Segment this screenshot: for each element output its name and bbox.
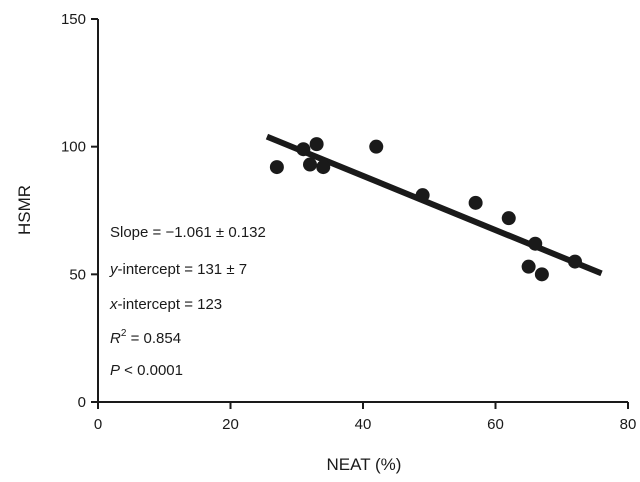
data-points bbox=[269, 137, 582, 282]
data-point bbox=[468, 195, 483, 210]
data-point bbox=[528, 236, 543, 251]
y-intercept-annotation: y-intercept = 131 ± 7 bbox=[109, 261, 247, 278]
y-tick-label: 0 bbox=[78, 394, 86, 411]
data-point bbox=[296, 142, 311, 157]
data-point bbox=[309, 137, 324, 152]
x-tick-label: 60 bbox=[487, 416, 504, 433]
data-point bbox=[303, 157, 317, 172]
r-squared-annotation: R2 = 0.854 bbox=[110, 328, 181, 347]
data-point bbox=[415, 188, 430, 203]
x-tick-label: 20 bbox=[222, 416, 239, 433]
data-point bbox=[369, 139, 384, 154]
data-point bbox=[534, 267, 549, 282]
stats-annotation: Slope = −1.061 ± 0.132 y-intercept = 131… bbox=[109, 224, 266, 379]
axes: 0 20 40 60 80 0 50 100 150 bbox=[61, 11, 636, 433]
data-point bbox=[501, 211, 516, 226]
regression-line bbox=[265, 133, 603, 277]
x-intercept-annotation: x-intercept = 123 bbox=[109, 296, 222, 313]
regression-line-group bbox=[265, 133, 603, 277]
data-point bbox=[269, 160, 284, 175]
y-axis-title: HSMR bbox=[15, 185, 34, 235]
y-tick-label: 100 bbox=[61, 139, 86, 156]
y-tick-label: 150 bbox=[61, 11, 86, 28]
data-point bbox=[316, 160, 331, 175]
p-value-annotation: P < 0.0001 bbox=[110, 362, 183, 379]
x-tick-label: 40 bbox=[355, 416, 372, 433]
x-tick-label: 80 bbox=[620, 416, 637, 433]
slope-annotation: Slope = −1.061 ± 0.132 bbox=[110, 224, 266, 241]
x-tick-label: 0 bbox=[94, 416, 102, 433]
data-point bbox=[521, 259, 536, 274]
y-tick-label: 50 bbox=[69, 266, 86, 283]
data-point bbox=[568, 254, 582, 269]
x-axis-title: NEAT (%) bbox=[327, 455, 402, 474]
